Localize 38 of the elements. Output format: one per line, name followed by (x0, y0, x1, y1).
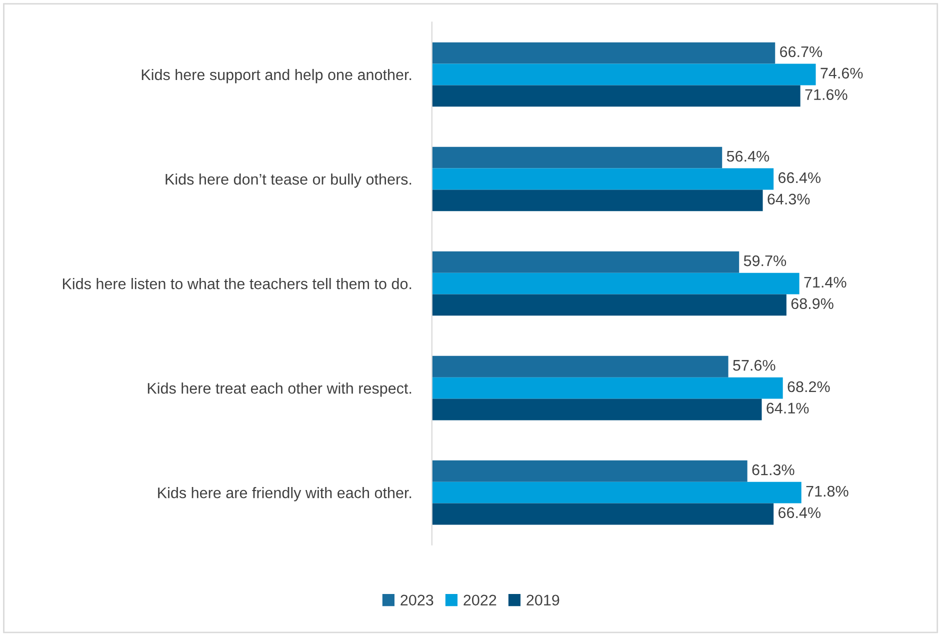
data-label: 68.9% (791, 298, 834, 310)
bar (432, 64, 816, 86)
data-label: 66.7% (780, 46, 822, 58)
bar (432, 356, 728, 378)
data-label: 66.4% (778, 507, 821, 518)
bar (432, 460, 748, 482)
bar (432, 42, 776, 64)
y-tick-label: Kids here support and help one another. (142, 68, 412, 84)
bar (432, 503, 774, 525)
bar (432, 377, 783, 399)
bar (432, 294, 786, 316)
bar (432, 168, 774, 190)
data-label: 61.3% (752, 464, 794, 476)
data-label: 71.8% (806, 486, 848, 497)
y-tick-label: Kids here are friendly with each other. (158, 487, 412, 502)
bar (432, 85, 800, 107)
bar (432, 272, 800, 294)
data-label: 64.3% (768, 194, 810, 205)
y-tick-label: Kids here don’t tease or bully others. (166, 173, 412, 188)
bar (432, 482, 802, 504)
y-tick-label: Kids here treat each other with respect. (148, 382, 412, 397)
bar (432, 190, 763, 212)
data-label: 57.6% (733, 360, 776, 371)
legend-label: 2019 (526, 594, 560, 606)
bar (432, 398, 762, 420)
data-label: 74.6% (820, 68, 863, 79)
data-label: 56.4% (726, 150, 770, 162)
legend-label: 2023 (400, 594, 434, 606)
data-label: 71.4% (804, 276, 846, 288)
data-label: 59.7% (744, 255, 786, 266)
bar (432, 146, 722, 168)
data-label: 64.1% (766, 402, 809, 414)
bar (432, 251, 740, 273)
y-tick-label: Kids here listen to what the teachers tell them to do. (62, 278, 412, 290)
legend-label: 2022 (464, 594, 496, 606)
data-label: 66.4% (778, 172, 821, 184)
data-label: 71.6% (805, 89, 848, 100)
data-label: 68.2% (788, 381, 830, 392)
